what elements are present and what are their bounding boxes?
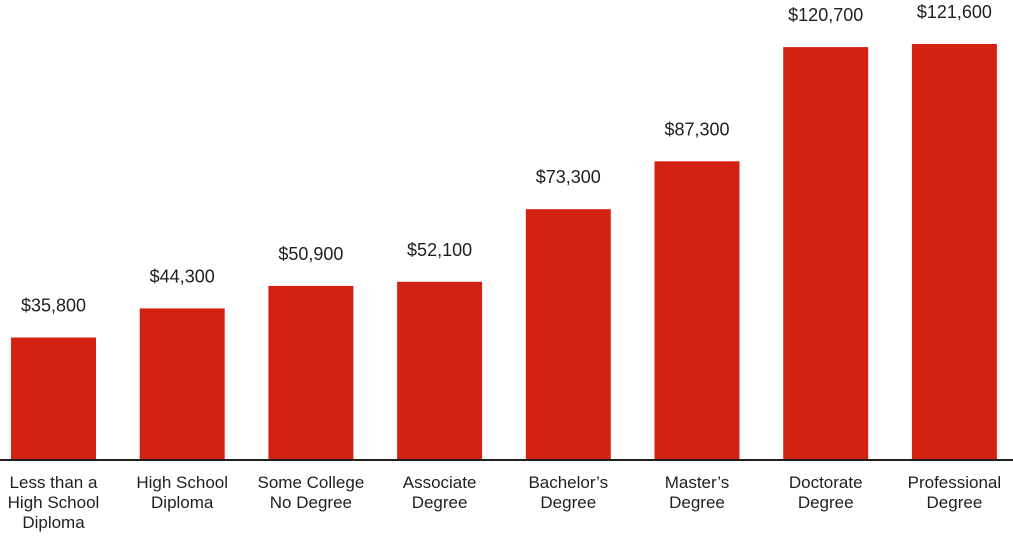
value-label-0: $35,800 — [21, 296, 86, 316]
category-label-3: Associate Degree — [403, 473, 477, 512]
value-label-2: $50,900 — [278, 244, 343, 264]
bar-2 — [268, 285, 354, 460]
category-label-0: Less than a High School Diploma — [8, 473, 100, 532]
value-label-7: $121,600 — [917, 2, 992, 22]
category-label-line: Bachelor’s — [528, 473, 608, 492]
category-label-line: Associate — [403, 473, 477, 492]
category-label-7: Professional Degree — [908, 473, 1002, 512]
bar-7 — [911, 44, 997, 460]
category-label-line: Some College — [258, 473, 365, 492]
value-label-5: $87,300 — [664, 119, 729, 139]
category-label-6: Doctorate Degree — [789, 473, 863, 512]
value-label-6: $120,700 — [788, 5, 863, 25]
bar-0 — [11, 337, 96, 460]
category-label-line: Degree — [669, 493, 725, 512]
category-label-line: Doctorate — [789, 473, 863, 492]
value-label-1: $44,300 — [150, 266, 215, 286]
category-label-line: Degree — [798, 493, 854, 512]
value-label-3: $52,100 — [407, 240, 472, 260]
category-label-line: High School — [8, 493, 100, 512]
category-label-line: No Degree — [270, 493, 352, 512]
bar-1 — [139, 308, 225, 460]
bar-3 — [397, 281, 483, 460]
bar-6 — [783, 47, 869, 460]
value-label-4: $73,300 — [536, 167, 601, 187]
category-label-line: Degree — [540, 493, 596, 512]
value-labels-layer: $35,800 $44,300 $50,900 $52,100 $73,300 $87,3… — [21, 2, 992, 316]
category-label-1: High School Diploma — [136, 473, 228, 512]
category-label-4: Bachelor’s Degree — [528, 473, 608, 512]
category-label-line: Less than a — [10, 473, 98, 492]
category-label-2: Some College No Degree — [258, 473, 365, 512]
category-label-5: Master’s Degree — [665, 473, 730, 512]
category-label-line: Degree — [412, 493, 468, 512]
category-label-line: Degree — [927, 493, 983, 512]
bar-5 — [654, 161, 740, 461]
category-label-line: Master’s — [665, 473, 730, 492]
category-label-line: High School — [136, 473, 228, 492]
category-label-line: Diploma — [22, 513, 85, 532]
category-label-line: Diploma — [151, 493, 214, 512]
bar-4 — [525, 209, 611, 460]
category-label-line: Professional — [908, 473, 1002, 492]
bars-layer — [11, 44, 997, 461]
